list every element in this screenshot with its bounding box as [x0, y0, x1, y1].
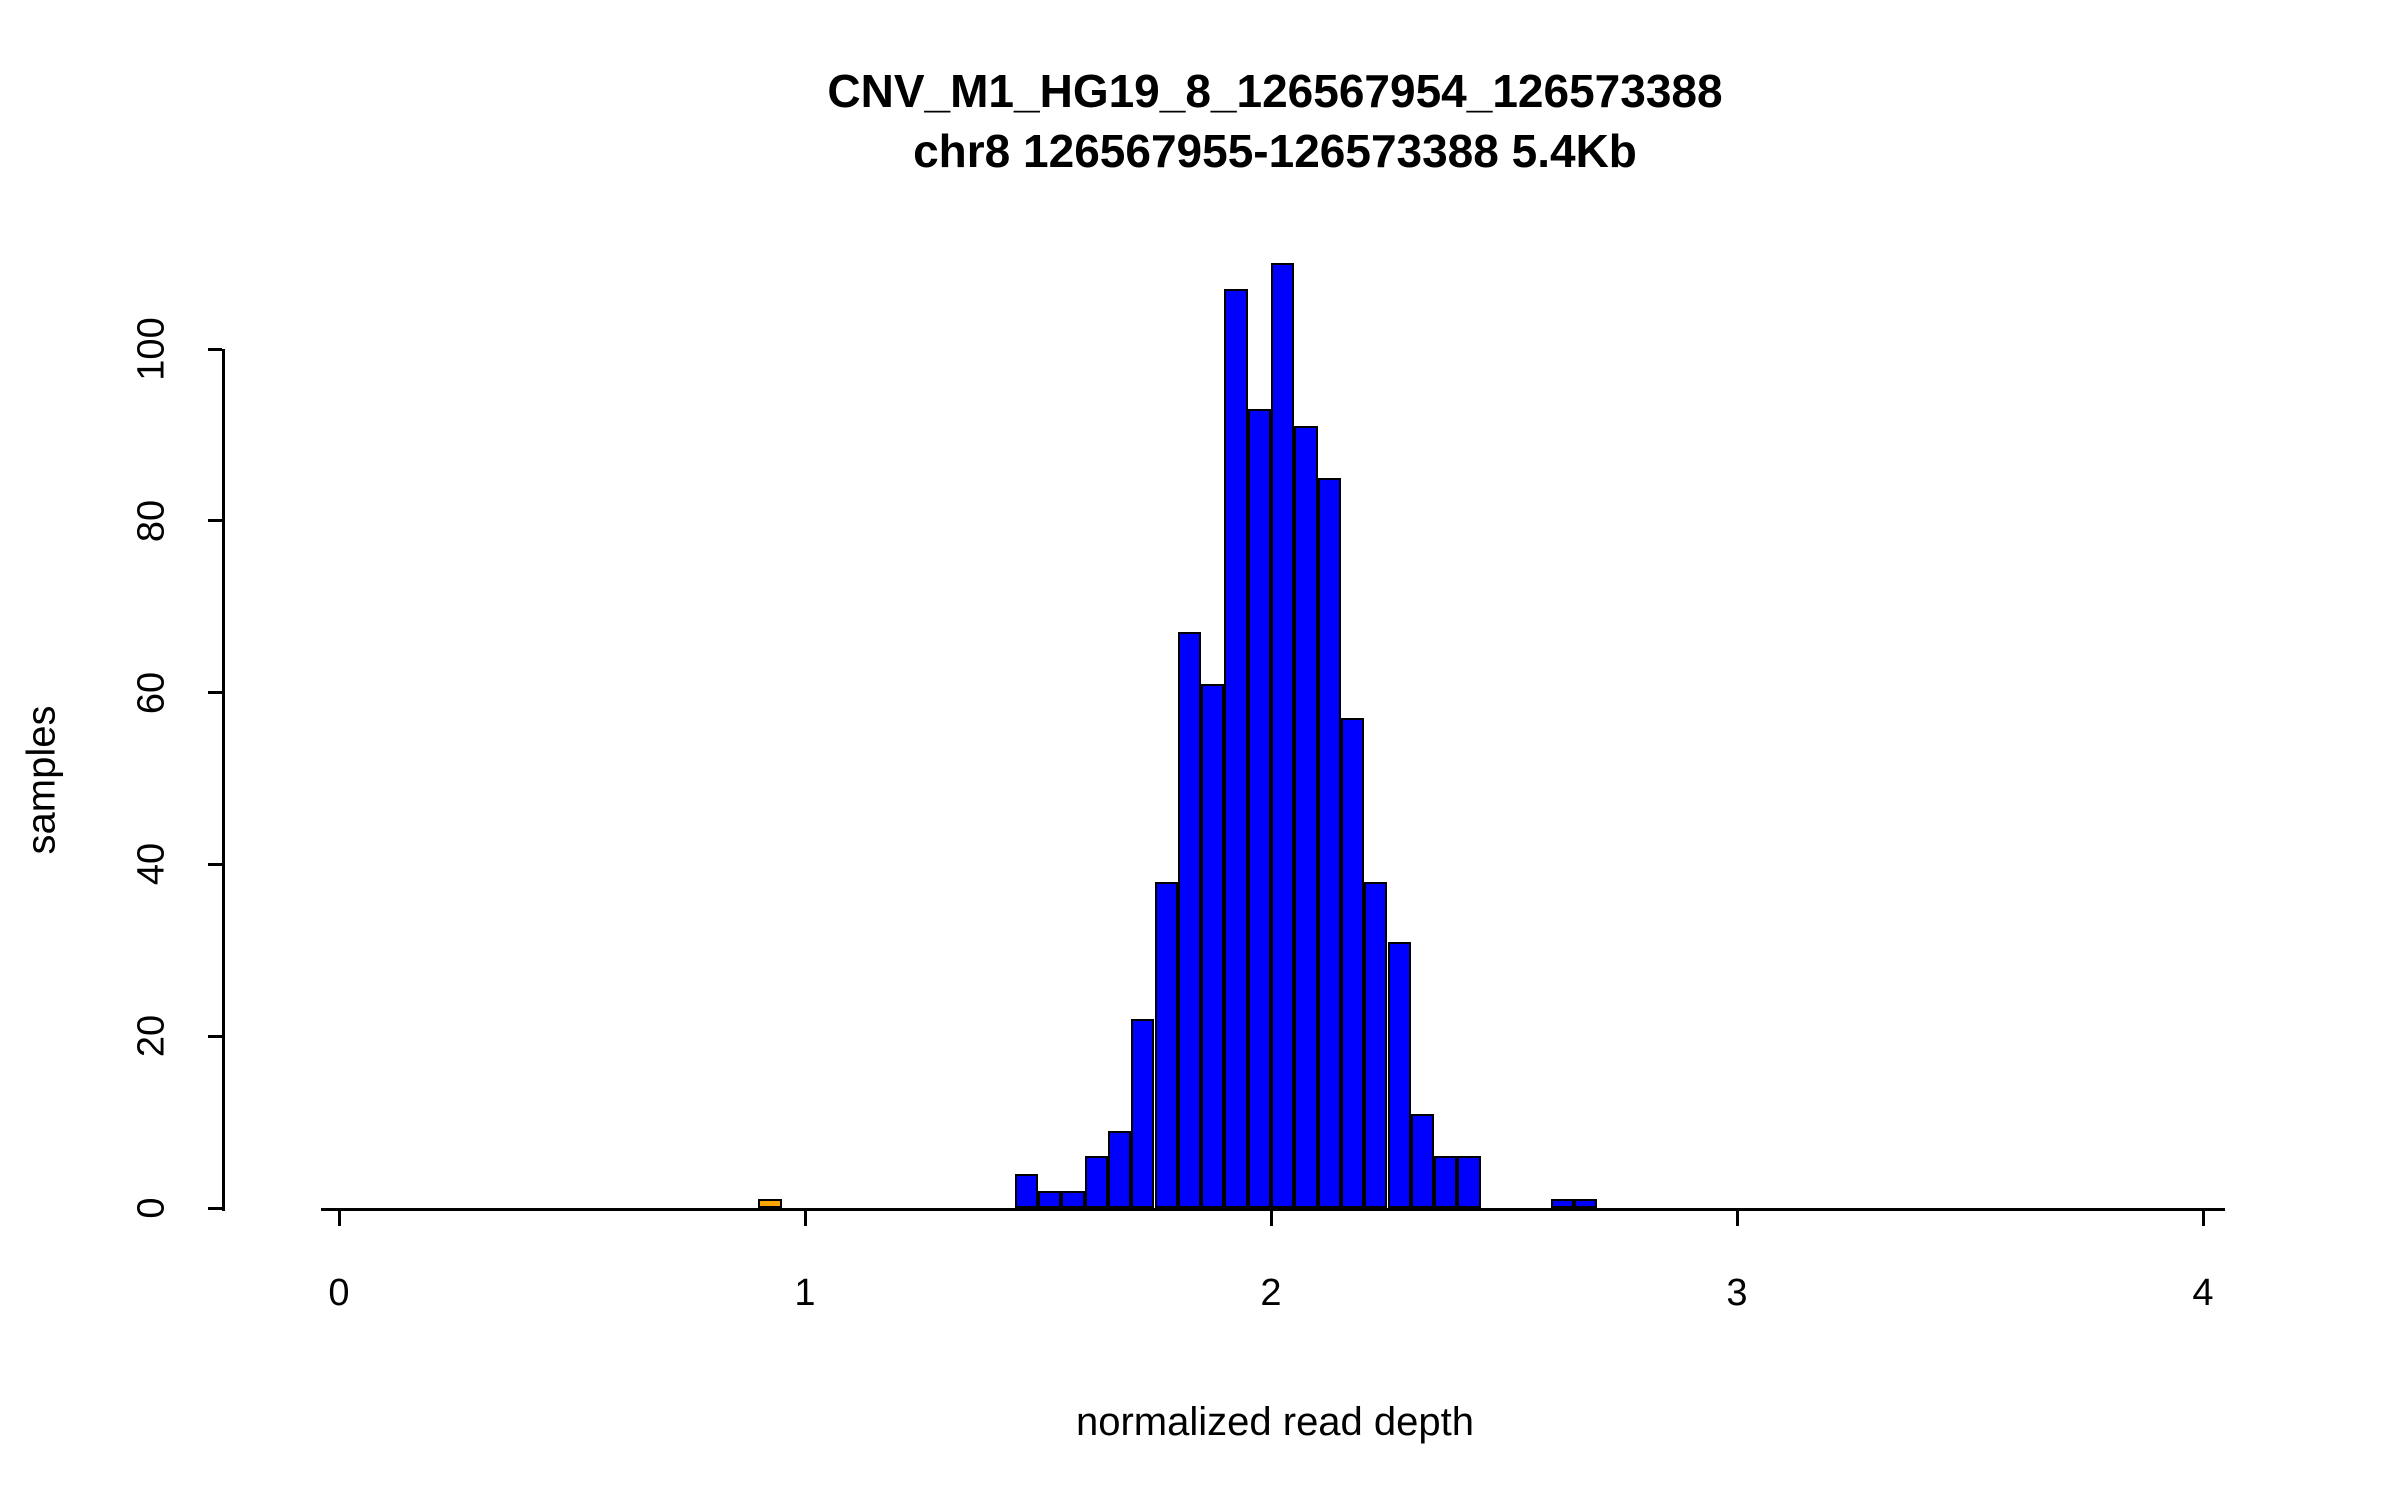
x-axis-tick: [803, 1211, 807, 1226]
y-tick-label: 100: [130, 317, 173, 381]
x-tick-label: 3: [1726, 1272, 1748, 1314]
histogram-bar: [1154, 881, 1178, 1208]
histogram-bar: [1201, 684, 1225, 1208]
histogram-bar: [1084, 1156, 1108, 1208]
y-tick-label: 40: [130, 843, 173, 886]
x-tick-label: 2: [1260, 1272, 1282, 1314]
y-tick-label: 80: [130, 499, 173, 542]
y-axis-tick: [208, 347, 222, 351]
histogram-bar: [1340, 718, 1365, 1208]
x-tick-label: 4: [2192, 1272, 2214, 1314]
y-tick-label: 20: [130, 1015, 173, 1058]
histogram-bar: [1317, 477, 1341, 1208]
histogram-bar: [1224, 288, 1248, 1208]
histogram-bar: [1107, 1130, 1132, 1208]
histogram-bar: [1573, 1199, 1598, 1208]
histogram-bar: [1434, 1156, 1458, 1208]
histogram-bar: [1271, 263, 1295, 1208]
y-axis-tick: [208, 691, 222, 695]
chart-title-block: CNV_M1_HG19_8_126567954_126573388 chr8 1…: [225, 62, 2325, 182]
x-axis-tick: [1269, 1211, 1273, 1226]
y-axis-tick: [208, 519, 222, 523]
histogram-bar: [1061, 1190, 1085, 1208]
x-axis-tick: [1735, 1211, 1739, 1226]
histogram-bar: [1014, 1173, 1038, 1208]
y-axis-tick: [208, 1206, 222, 1210]
x-axis-label-block: normalized read depth: [225, 1400, 2325, 1445]
histogram-bar: [1294, 426, 1318, 1208]
chart-subtitle: chr8 126567955-126573388 5.4Kb: [913, 124, 1637, 177]
histogram-bar: [1038, 1190, 1062, 1208]
histogram-bar: [1387, 941, 1411, 1208]
y-axis-line: [222, 349, 225, 1211]
x-axis-label: normalized read depth: [1075, 1400, 1475, 1444]
histogram-bar: [1457, 1156, 1481, 1208]
x-axis-line: [321, 1208, 2225, 1211]
histogram-bar: [1550, 1199, 1574, 1208]
chart-title: CNV_M1_HG19_8_126567954_126573388: [827, 65, 1723, 117]
x-tick-label: 1: [794, 1272, 816, 1314]
histogram-bar: [1177, 632, 1202, 1208]
y-axis-tick: [208, 862, 222, 866]
x-axis-tick: [2201, 1211, 2205, 1226]
y-axis-tick: [208, 1034, 222, 1038]
histogram-bar: [1131, 1019, 1155, 1208]
x-axis-tick: [337, 1211, 341, 1226]
histogram-bar: [1410, 1113, 1435, 1208]
x-tick-label: 0: [328, 1272, 350, 1314]
histogram-bar: [758, 1199, 782, 1208]
histogram-bar: [1364, 881, 1388, 1208]
histogram-bar: [1247, 409, 1271, 1208]
y-tick-label: 60: [130, 671, 173, 714]
y-tick-label: 0: [130, 1197, 173, 1219]
